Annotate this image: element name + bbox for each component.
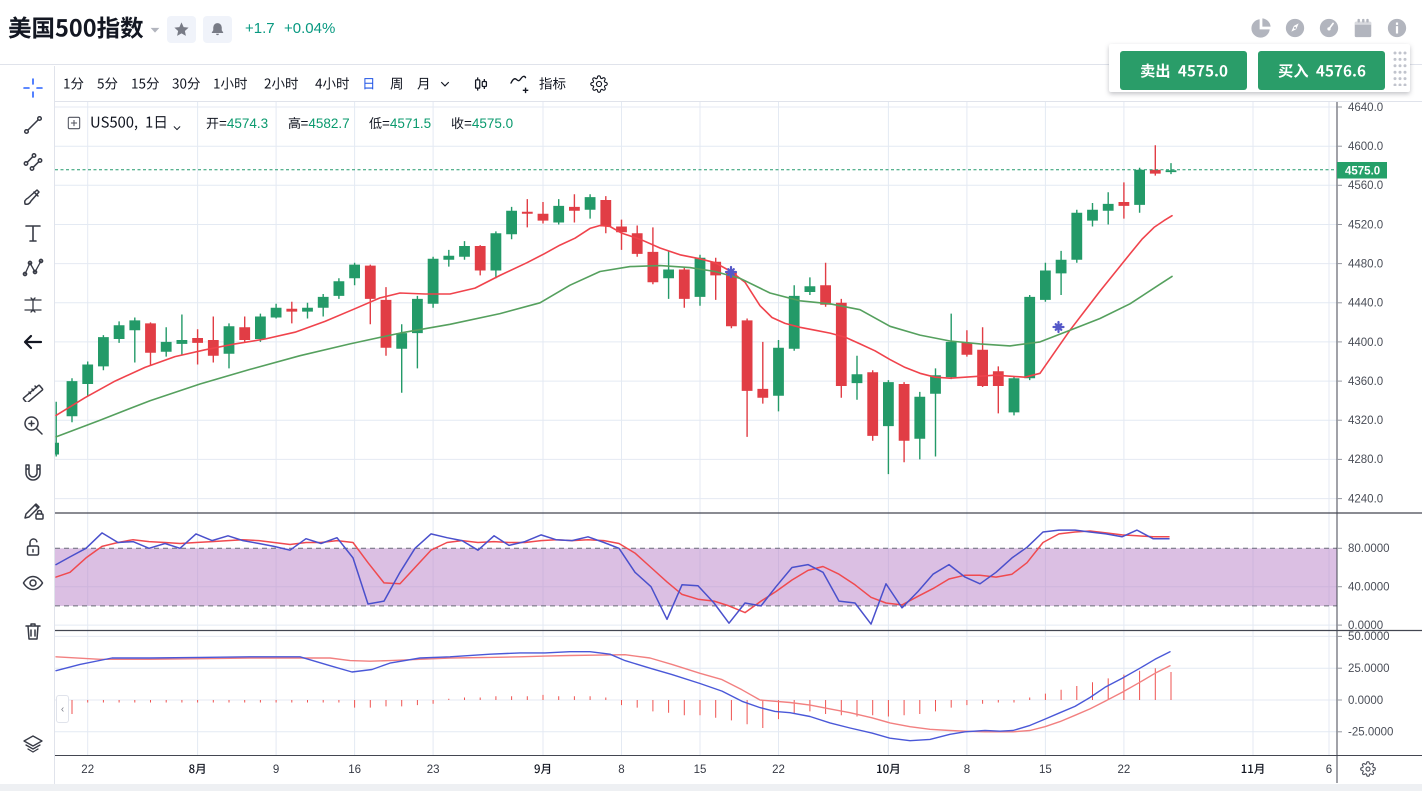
svg-text:16: 16: [348, 764, 361, 776]
svg-text:23: 23: [427, 764, 440, 776]
svg-text:8: 8: [964, 764, 970, 776]
svg-text:40.0000: 40.0000: [1348, 582, 1390, 594]
svg-text:8: 8: [618, 764, 624, 776]
svg-text:22: 22: [81, 764, 94, 776]
svg-text:4520.0: 4520.0: [1348, 219, 1383, 231]
svg-text:25.0000: 25.0000: [1348, 663, 1390, 675]
svg-text:4575.0: 4575.0: [1345, 166, 1380, 178]
svg-text:80.0000: 80.0000: [1348, 543, 1390, 555]
svg-text:4480.0: 4480.0: [1348, 258, 1383, 270]
svg-text:0.0000: 0.0000: [1348, 620, 1383, 632]
svg-text:4440.0: 4440.0: [1348, 298, 1383, 310]
svg-text:22: 22: [1118, 764, 1131, 776]
svg-text:4560.0: 4560.0: [1348, 180, 1383, 192]
svg-text:50.0000: 50.0000: [1348, 631, 1390, 643]
svg-text:4600.0: 4600.0: [1348, 141, 1383, 153]
svg-text:-25.0000: -25.0000: [1348, 727, 1393, 739]
svg-text:15: 15: [1039, 764, 1052, 776]
svg-text:15: 15: [694, 764, 707, 776]
svg-text:4280.0: 4280.0: [1348, 454, 1383, 466]
svg-text:4240.0: 4240.0: [1348, 493, 1383, 505]
svg-text:4360.0: 4360.0: [1348, 376, 1383, 388]
svg-text:4320.0: 4320.0: [1348, 415, 1383, 427]
svg-text:4640.0: 4640.0: [1348, 102, 1383, 114]
svg-text:22: 22: [772, 764, 785, 776]
svg-text:0.0000: 0.0000: [1348, 695, 1383, 707]
svg-text:4400.0: 4400.0: [1348, 337, 1383, 349]
svg-text:9: 9: [273, 764, 279, 776]
svg-text:6: 6: [1326, 764, 1332, 776]
